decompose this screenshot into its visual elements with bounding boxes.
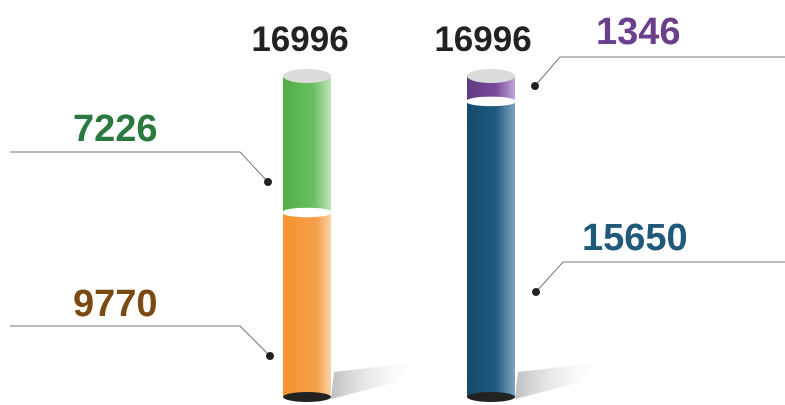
- column-1-total-label: 16996: [251, 20, 348, 59]
- column-2-segment-2-label: 1346: [596, 11, 681, 53]
- column-2-total-label: 16996: [434, 20, 531, 59]
- column-2-segment-1-leader-dot: [532, 288, 540, 296]
- column-2-segment-1-leader-line: [535, 261, 785, 293]
- column-1-segment-2-leader-dot: [264, 178, 272, 186]
- column-1-segment-1-bar: [283, 212, 331, 397]
- column-2-top-cap: [467, 69, 515, 83]
- column-1: [282, 69, 332, 402]
- column-1-segment-2-label: 7226: [73, 108, 158, 150]
- column-2: [466, 69, 516, 402]
- column-2-segment-1-bar: [467, 101, 515, 397]
- column-1-shadow: [331, 362, 420, 399]
- column-2-divider: [466, 96, 516, 107]
- column-1-divider: [282, 207, 332, 218]
- column-2-bottom-cap: [467, 392, 515, 402]
- column-2-segment-2-leader-line: [534, 56, 785, 87]
- column-1-top-cap: [283, 69, 331, 83]
- column-2-segment-2-leader-dot: [531, 82, 539, 90]
- column-1-segment-1-leader-line: [10, 325, 271, 357]
- column-1-segment-1-leader-dot: [266, 352, 274, 360]
- column-1-segment-1-label: 9770: [73, 283, 158, 325]
- column-2-segment-1-label: 15650: [582, 217, 688, 259]
- column-1-segment-2-leader-line: [10, 151, 269, 183]
- column-2-shadow: [515, 362, 604, 399]
- column-1-bottom-cap: [283, 392, 331, 402]
- column-1-segment-2-bar: [283, 76, 331, 213]
